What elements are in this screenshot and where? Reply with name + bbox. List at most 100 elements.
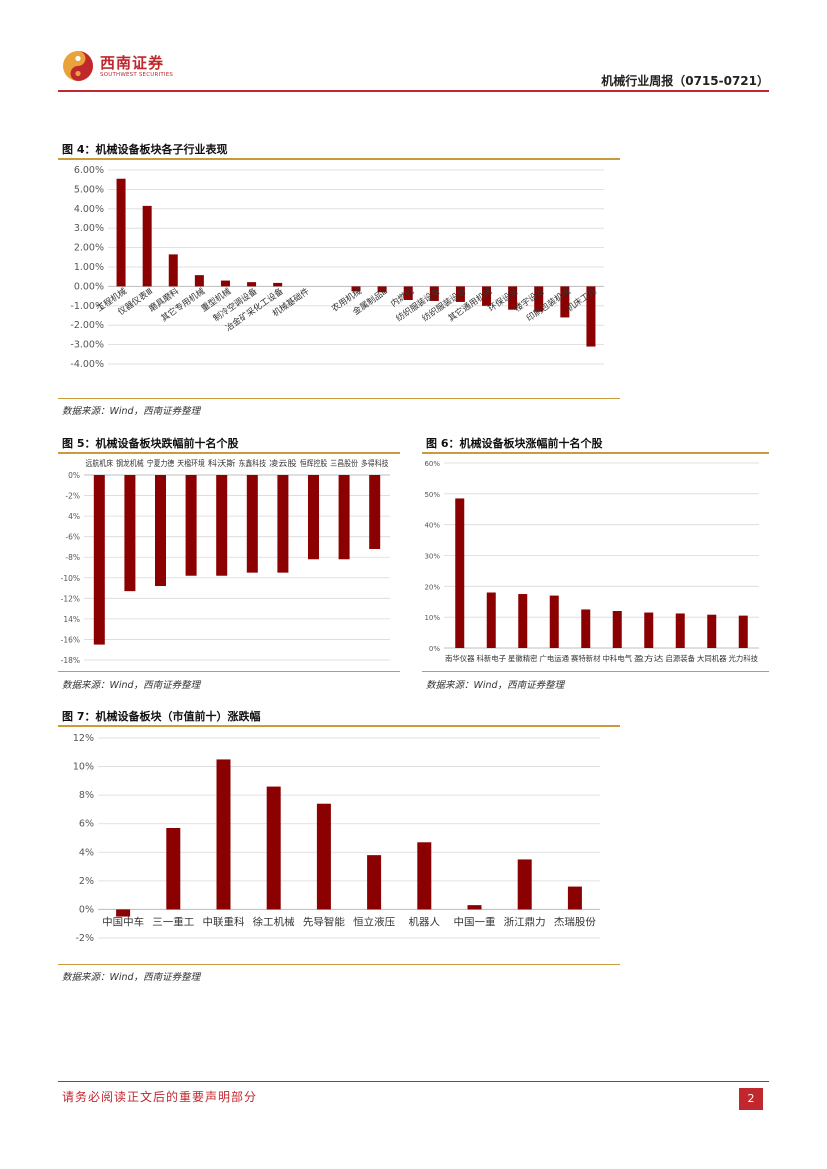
fig5-source: 数据来源：Wind，西南证券整理 [62,680,201,691]
x-category-label: 先导智能 [303,915,345,928]
bar-1 [455,498,465,648]
x-category-label: 大同机器 [697,653,727,663]
y-tick-label: 30% [424,553,440,561]
report-title: 机械行业周报（0715-0721） [601,74,769,88]
bar-2 [142,205,152,287]
bar-4 [549,595,559,648]
fig4-title: 图 4：机械设备板块各子行业表现 [62,143,228,156]
bar-3 [216,759,231,910]
fig5-chart: 0% -2% 4% -6% -8% -10% -12% 14% -16% -18% 远航机床钢龙机械… [61,458,390,665]
bar-11 [403,286,413,300]
x-category-label: 三一重工 [152,915,194,928]
footer-disclaimer: 请务必阅读正文后的重要声明部分 [62,1090,258,1104]
bar-4 [194,275,204,287]
x-category-label: 宁夏力德 [147,458,175,468]
y-tick-label: -16% [61,635,80,644]
fig6-title: 图 6：机械设备板块涨幅前十名个股 [426,437,603,450]
bar-6 [612,611,622,648]
bar-7 [277,475,289,573]
fig7-title: 图 7：机械设备板块（市值前十）涨跌幅 [62,710,261,723]
y-tick-label: 5.00% [74,184,104,195]
bar-5 [220,280,230,287]
y-tick-label: 2% [79,876,94,887]
bar-4 [266,786,281,910]
page-number: 2 [739,1088,763,1110]
y-tick-label: -10% [61,574,80,583]
y-tick-label: 0% [79,904,94,915]
bar-3 [168,254,178,287]
x-category-label: 光力科技 [729,653,759,663]
fig4-chart: 6.00% 5.00% 4.00% 3.00% 2.00% 1.00% 0.00% -1.00… [70,165,604,370]
y-tick-label: 0% [68,471,80,480]
x-category-label: 徐工机械 [253,915,295,928]
x-category-label: 中联重科 [203,915,245,928]
x-category-label: 钢龙机械 [116,458,144,468]
bar-18 [586,286,596,347]
y-tick-label: 14% [63,615,80,624]
y-tick-label: 60% [424,460,440,468]
x-category-label: 三昌股份 [330,458,358,468]
bar-4 [185,475,197,576]
y-tick-label: 3.00% [74,223,104,234]
bar-9 [351,286,361,292]
bar-7 [644,612,654,648]
logo-english-name: SOUTHWEST SECURITIES [100,72,174,78]
bar-2 [486,592,496,648]
x-category-label: 科新电子 [477,653,507,663]
x-category-label: 南华仪器 [445,653,475,663]
bar-8 [467,905,482,910]
bar-5 [216,475,228,576]
footer-divider [58,1081,769,1082]
fig6-bottom-rule [422,671,769,672]
x-category-label: 远航机床 [86,458,114,468]
y-tick-label: 50% [424,491,440,499]
bar-8 [675,613,685,648]
y-tick-label: 12% [73,733,94,744]
fig6-source: 数据来源：Wind，西南证券整理 [426,680,565,691]
bar-9 [338,475,350,560]
fig4-source: 数据来源：Wind，西南证券整理 [62,406,201,417]
logo-emblem-icon [63,51,93,81]
bar-1 [93,475,105,645]
company-logo: 西南证券 SOUTHWEST SECURITIES [62,50,182,84]
x-category-label: 广电运通 [540,653,570,663]
x-category-label: 东鑫科技 [239,458,267,468]
y-tick-label: 40% [424,522,440,530]
y-tick-label: -2.00% [70,320,104,331]
fig5-bottom-rule [58,671,400,672]
x-category-label: 中科电气 [603,653,633,663]
bar-6 [246,475,258,573]
bar-10 [369,475,381,549]
y-tick-label: 1.00% [74,262,104,273]
y-tick-label: 10% [73,762,94,773]
x-category-label: 盈方达 [634,653,664,663]
fig7-top-rule [58,725,620,727]
bar-3 [155,475,166,586]
x-category-label: 赛特新材 [571,653,601,663]
x-category-label: 星徽精密 [508,653,538,663]
y-tick-label: 4.00% [74,204,104,215]
bar-3 [518,594,528,648]
x-category-label: 机器人 [409,915,441,928]
bar-7 [417,842,432,910]
bar-9 [517,859,532,910]
y-tick-label: -3.00% [70,340,104,351]
bar-13 [455,286,465,302]
bar-15 [508,286,518,310]
bar-10 [567,886,582,910]
fig7-chart: 12% 10% 8% 6% 4% 2% 0% -2% 中国中车 三一重工 中联重科 徐工机械 先导智能恒… [73,733,600,944]
y-tick-label: -1.00% [70,301,104,312]
bar-2 [124,475,136,592]
y-tick-label: -8% [65,553,80,562]
y-tick-label: 10% [424,614,440,622]
y-tick-label: 4% [68,512,80,521]
x-category-label: 启源装备 [666,653,696,663]
x-category-label: 科沃斯 [208,458,236,468]
y-tick-label: 6.00% [74,165,104,176]
y-tick-label: -18% [61,656,80,665]
bar-12 [429,286,439,301]
bar-9 [707,614,717,648]
bar-2 [166,828,181,910]
x-category-label: 中国中车 [102,915,144,928]
x-category-label: 杰瑞股份 [554,916,596,928]
